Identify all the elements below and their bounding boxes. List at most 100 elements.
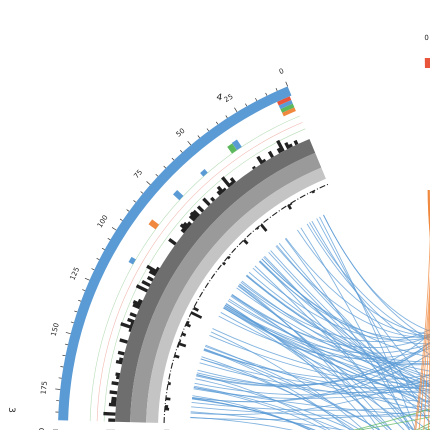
link-chr4	[252, 267, 430, 341]
chr4-tick	[225, 115, 228, 119]
chr4-hist-bar	[108, 418, 116, 422]
chr4-grey-ring-middle	[130, 152, 322, 423]
link-chr4	[196, 333, 430, 387]
chr4-hist-bar	[118, 357, 124, 362]
chr4-hist-bar	[216, 185, 225, 194]
chr4-tick	[74, 310, 78, 313]
chr4-tick-label: 0	[278, 67, 285, 76]
chr4-hist-bar	[103, 411, 116, 416]
chr4-tick	[255, 97, 258, 101]
chr4-tick-label: 150	[50, 322, 61, 337]
chr4-inner-bar	[186, 320, 190, 325]
chr4-inner-bar	[190, 311, 203, 319]
chr4-tick	[64, 343, 68, 346]
chr4-hist-bar	[192, 209, 201, 218]
chr4-inner-bar	[260, 223, 268, 232]
link-chr4	[201, 356, 355, 430]
link-chr4	[199, 362, 430, 403]
link-chr4	[239, 283, 430, 372]
link-chr4	[241, 280, 430, 392]
chr4-hist-bar	[146, 264, 159, 274]
chr4-heatmap-cell	[278, 99, 293, 110]
link-chr4	[231, 294, 429, 430]
chr4-hist-bar	[186, 221, 192, 227]
link-chr4	[212, 328, 430, 387]
chr4-feature-block	[227, 143, 237, 154]
chr4-hist-bar	[119, 338, 128, 344]
chr4-tick	[265, 92, 268, 96]
chr4-inner-bar	[164, 407, 170, 411]
link-chr4	[248, 271, 430, 377]
chr4-tick	[275, 87, 278, 91]
chr4-tick-label: 50	[175, 127, 187, 139]
chr4-tick-label: 75	[132, 168, 144, 180]
link-chr4	[210, 331, 365, 430]
chr4-guide-ring	[103, 128, 306, 422]
chr4-tick	[60, 366, 64, 368]
chr4-inner-bar	[164, 404, 169, 408]
chr4-heatmap-cell	[277, 96, 292, 106]
chr4-feature-block	[128, 256, 136, 265]
chr4-hist-bar	[128, 328, 132, 333]
chr4-tick	[155, 173, 159, 177]
link-chr4	[220, 312, 430, 412]
link-chr4	[225, 303, 375, 430]
chr4-feature-block	[231, 139, 242, 151]
chr4-hist-bar	[109, 390, 118, 395]
chr4-hist-bar	[288, 143, 293, 148]
chr4-hist-bar	[135, 284, 149, 293]
link-chr4	[223, 307, 430, 385]
link-chr4	[259, 260, 430, 385]
chr4-hist-bar	[293, 139, 299, 146]
chromosome-label-3: 3	[6, 407, 16, 413]
chr4-hist-bar	[146, 275, 154, 282]
chr4-hist-bar	[221, 176, 232, 188]
chr4-hist-bar	[202, 197, 211, 207]
chr4-hist-bar	[180, 228, 187, 234]
chr4-hist-bar	[222, 187, 227, 192]
link-chr4	[196, 342, 430, 387]
chr4-hist-bar	[251, 165, 256, 170]
link-chr4	[209, 334, 430, 390]
chr4-hist-bar	[210, 196, 216, 202]
chr4-heatmap-cell	[280, 103, 295, 113]
chr4-tick	[171, 157, 175, 161]
chr4-inner-bar	[174, 354, 180, 359]
link-chr3	[356, 416, 430, 430]
link-chr4	[268, 252, 430, 413]
chr4-hist-bar	[130, 322, 134, 327]
chr4-inner-bar	[167, 381, 171, 386]
chr4-inner-bar	[256, 226, 260, 230]
chr4-hist-bar	[216, 190, 222, 196]
chr4-hist-bar	[267, 150, 274, 158]
chr4-hist-bar	[108, 402, 117, 407]
chr4-tick	[163, 165, 167, 169]
chr4-hist-bar	[120, 322, 133, 330]
chr4-grey-ring-inner	[146, 167, 326, 423]
chr4-hist-bar	[129, 312, 137, 318]
link-chr4	[261, 258, 430, 358]
link-chr4	[200, 358, 362, 430]
link-chr4	[240, 281, 430, 342]
link-chr4	[264, 255, 430, 423]
chr4-hist-bar	[111, 399, 117, 404]
chr4-hist-bar	[276, 147, 283, 154]
link-chr4	[218, 315, 430, 359]
link-chr4	[311, 220, 430, 387]
chr4-tick	[96, 257, 100, 260]
link-chr4	[203, 349, 351, 430]
chr4-hist-bar	[196, 205, 205, 213]
chr4-tick	[146, 181, 151, 185]
link-chr4	[323, 214, 430, 341]
tracks-layer	[89, 96, 329, 430]
chr4-inner-bar	[177, 344, 180, 348]
chr4-hist-bar	[256, 155, 264, 165]
chr4-tick	[65, 332, 71, 335]
link-chr4	[319, 216, 417, 430]
link-chr4	[316, 218, 430, 426]
link-chr4	[309, 222, 430, 341]
chr4-tick	[91, 268, 95, 271]
link-chr4	[284, 238, 414, 430]
chr4-hist-bar	[284, 141, 291, 150]
chr4-hist-bar	[148, 269, 157, 277]
